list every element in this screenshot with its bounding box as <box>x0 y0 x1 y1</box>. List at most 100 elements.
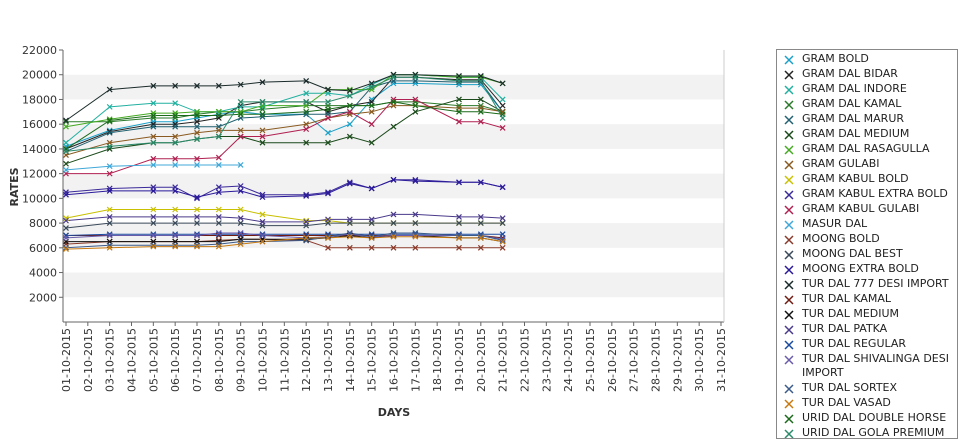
data-point <box>303 99 310 105</box>
data-point-stroke <box>172 121 179 128</box>
line-chart: 2000 4000 6000 8000 10000 12000 14000 16000 1800… <box>8 44 728 419</box>
data-point-stroke <box>106 220 113 227</box>
legend-swatch-icon <box>784 55 794 65</box>
data-point-stroke <box>237 236 244 243</box>
legend-item: MOONG EXTRA BOLD <box>777 262 957 277</box>
legend-label: MASUR DAL <box>802 217 868 230</box>
data-point-stroke <box>499 215 506 222</box>
data-point <box>368 102 375 109</box>
data-point <box>346 102 353 109</box>
data-point <box>346 133 353 140</box>
data-point <box>194 242 200 249</box>
data-point-stroke <box>303 235 310 241</box>
data-point <box>237 236 244 243</box>
data-point <box>106 86 113 93</box>
data-point-stroke <box>303 217 310 224</box>
data-point <box>172 100 179 107</box>
data-point-stroke <box>237 231 244 238</box>
data-point <box>303 139 310 146</box>
data-point <box>237 162 244 168</box>
data-point <box>172 139 179 146</box>
data-point-stroke <box>390 74 397 81</box>
x-tick-label: 27-10-2015 <box>628 328 641 392</box>
legend-item: TUR DAL MEDIUM <box>777 307 957 322</box>
data-point <box>325 106 331 113</box>
legend-item: TUR DAL 777 DESI IMPORT <box>777 277 957 292</box>
data-point <box>346 233 353 240</box>
data-point <box>412 244 419 251</box>
data-point-stroke <box>325 244 331 251</box>
data-point-stroke <box>499 115 506 121</box>
data-point <box>412 211 419 218</box>
data-point <box>325 86 331 93</box>
data-point <box>150 213 157 220</box>
data-point <box>63 139 69 146</box>
data-point <box>456 232 462 239</box>
legend-item: TUR DAL PATKA <box>777 322 957 337</box>
data-point <box>368 185 375 192</box>
data-point <box>368 108 375 115</box>
data-point-stroke <box>237 162 244 168</box>
data-point-stroke <box>303 108 310 115</box>
data-point-stroke <box>390 71 397 78</box>
data-point <box>368 84 375 91</box>
legend-swatch-icon <box>784 160 794 170</box>
data-point <box>325 115 331 121</box>
data-point <box>390 233 397 240</box>
data-point-stroke <box>194 82 200 89</box>
data-point <box>194 220 200 227</box>
data-point-stroke <box>456 232 462 239</box>
x-tick-label: 11-10-2015 <box>278 328 291 392</box>
legend-label: MOONG DAL BEST <box>802 247 903 260</box>
data-point-stroke <box>368 81 375 88</box>
legend-swatch-icon <box>784 265 794 275</box>
data-point-stroke <box>368 102 375 109</box>
x-tick-label: 06-10-2015 <box>169 328 182 392</box>
data-point-stroke <box>237 230 244 236</box>
data-point-stroke <box>106 188 113 194</box>
data-point-stroke <box>63 160 69 167</box>
data-point-stroke <box>346 231 353 238</box>
data-point <box>215 241 222 248</box>
data-point <box>194 155 200 162</box>
x-tick-label: 21-10-2015 <box>497 328 510 392</box>
data-point <box>215 154 222 161</box>
data-point <box>499 102 506 109</box>
data-point-stroke <box>412 211 419 218</box>
data-point <box>346 179 353 186</box>
y-tick-label: 20000 <box>22 69 57 82</box>
data-point <box>325 189 331 196</box>
data-point-stroke <box>259 113 266 120</box>
legend-item: GRAM DAL RASAGULLA <box>777 142 957 157</box>
data-point-stroke <box>499 236 506 243</box>
data-point <box>63 235 69 241</box>
data-point <box>368 233 375 240</box>
data-point <box>215 82 222 89</box>
data-point-stroke <box>325 86 331 93</box>
legend-swatch-stroke <box>784 85 794 95</box>
data-point-stroke <box>237 133 244 140</box>
data-point-stroke <box>194 118 200 125</box>
data-point <box>172 232 179 239</box>
data-point <box>63 244 69 251</box>
data-point-stroke <box>194 112 200 119</box>
data-point-stroke <box>194 206 200 213</box>
data-point <box>346 180 353 187</box>
data-point-stroke <box>346 133 353 140</box>
data-point-stroke <box>412 220 419 227</box>
data-point-stroke <box>456 79 462 86</box>
data-point <box>346 232 353 239</box>
data-point <box>368 244 375 251</box>
data-point <box>172 115 179 121</box>
legend-item: URID DAL GOLA PREMIUM <box>777 426 957 438</box>
x-tick-label: 15-10-2015 <box>366 328 379 392</box>
data-point-stroke <box>477 179 484 186</box>
data-point-stroke <box>150 213 157 220</box>
data-point-stroke <box>237 215 244 222</box>
data-point <box>259 127 266 134</box>
data-point <box>106 143 113 150</box>
data-point-stroke <box>325 99 331 105</box>
data-point-stroke <box>346 216 353 223</box>
data-point-stroke <box>63 167 69 173</box>
legend-swatch-icon <box>784 295 794 305</box>
